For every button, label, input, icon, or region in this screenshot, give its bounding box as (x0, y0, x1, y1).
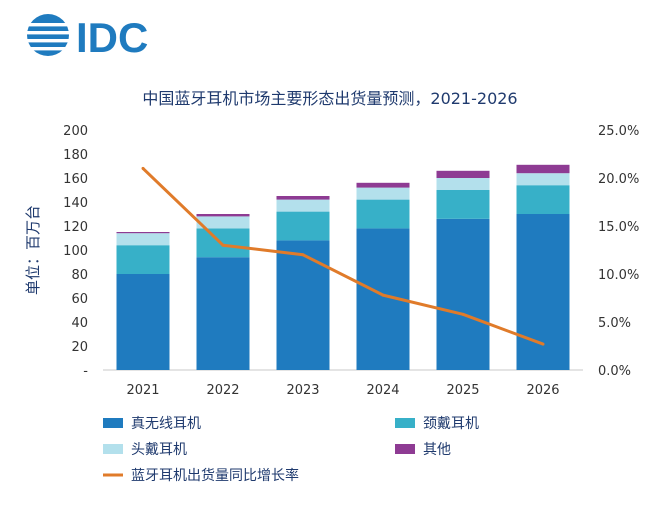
bar-segment (276, 240, 330, 370)
y2-tick-label: 20.0% (598, 172, 639, 187)
bar-segment (116, 233, 170, 246)
bar-segment (356, 187, 410, 200)
bar-segment (116, 274, 170, 370)
bar-segment (356, 199, 410, 229)
y2-tick-label: 25.0% (598, 124, 639, 139)
bar-segment (196, 257, 250, 370)
y2-tick-label: 0.0% (598, 364, 631, 379)
idc-logo: IDC (24, 14, 148, 60)
bar-segment (116, 245, 170, 274)
bar-segment (276, 196, 330, 200)
y-tick-label: 120 (63, 220, 88, 235)
y-tick-label: 100 (63, 244, 88, 259)
bar-segment (436, 190, 490, 219)
growth-line-point (461, 312, 465, 316)
bar-segment (516, 173, 570, 186)
legend-label: 蓝牙耳机出货量同比增长率 (131, 467, 299, 484)
bar-segment (196, 214, 250, 217)
globe-logo-icon (24, 14, 72, 56)
y-tick-label: 80 (71, 268, 88, 283)
bar-segment (516, 185, 570, 214)
bars (116, 164, 570, 370)
legend-swatch (395, 418, 415, 428)
bar-segment (436, 218, 490, 370)
y-tick-label: 200 (63, 124, 88, 139)
y2-tick-label: 15.0% (598, 220, 639, 235)
bar-segment (276, 211, 330, 241)
legend-label: 其他 (423, 442, 451, 458)
bar-segment (196, 216, 250, 229)
y-tick-label: 40 (71, 316, 88, 331)
bar-segment (356, 182, 410, 188)
y2-tick-label: 10.0% (598, 268, 639, 283)
y-tick-label: 160 (63, 172, 88, 187)
growth-line-point (301, 253, 305, 257)
legend-swatch (103, 418, 123, 428)
legend-label: 真无线耳机 (131, 416, 201, 432)
legend-label: 颈戴耳机 (423, 416, 479, 432)
x-tick-label: 2022 (206, 383, 239, 398)
x-tick-label: 2024 (366, 383, 399, 398)
y-tick-label: 140 (63, 196, 88, 211)
y2-tick-label: 5.0% (598, 316, 631, 331)
legend-swatch (395, 444, 415, 454)
chart-title: 中国蓝牙耳机市场主要形态出货量预测，2021-2026 (142, 89, 517, 108)
y-axis-label: 单位：百万台 (24, 205, 42, 295)
growth-line (141, 166, 545, 346)
y-tick-label: 180 (63, 148, 88, 163)
x-tick-label: 2026 (526, 383, 559, 398)
bar-segment (516, 214, 570, 370)
right-axis-ticks: 0.0% 5.0% 10.0% 15.0% 20.0% 25.0% (598, 124, 639, 379)
growth-line-point (221, 243, 225, 247)
y-tick-label: - (83, 364, 88, 379)
x-tick-label: 2023 (286, 383, 319, 398)
growth-line-point (541, 342, 545, 346)
legend-label: 头戴耳机 (131, 442, 187, 458)
bar-segment (196, 228, 250, 258)
bar-segment (276, 199, 330, 212)
bar-segment (436, 178, 490, 190)
bar-segment (516, 164, 570, 174)
bar-segment (116, 232, 170, 234)
left-axis-ticks: - 20 40 60 80 100 120 140 160 180 200 (63, 124, 88, 379)
y-tick-label: 60 (71, 292, 88, 307)
logo-text: IDC (76, 14, 148, 60)
legend-swatch (103, 444, 123, 454)
bar-segment (436, 170, 490, 178)
y-tick-label: 20 (71, 340, 88, 355)
growth-line-point (141, 166, 145, 170)
x-axis-ticks: 2021 2022 2023 2024 2025 2026 (126, 383, 559, 398)
growth-line-path (141, 167, 544, 346)
growth-line-point (381, 293, 385, 297)
x-tick-label: 2025 (446, 383, 479, 398)
x-tick-label: 2021 (126, 383, 159, 398)
